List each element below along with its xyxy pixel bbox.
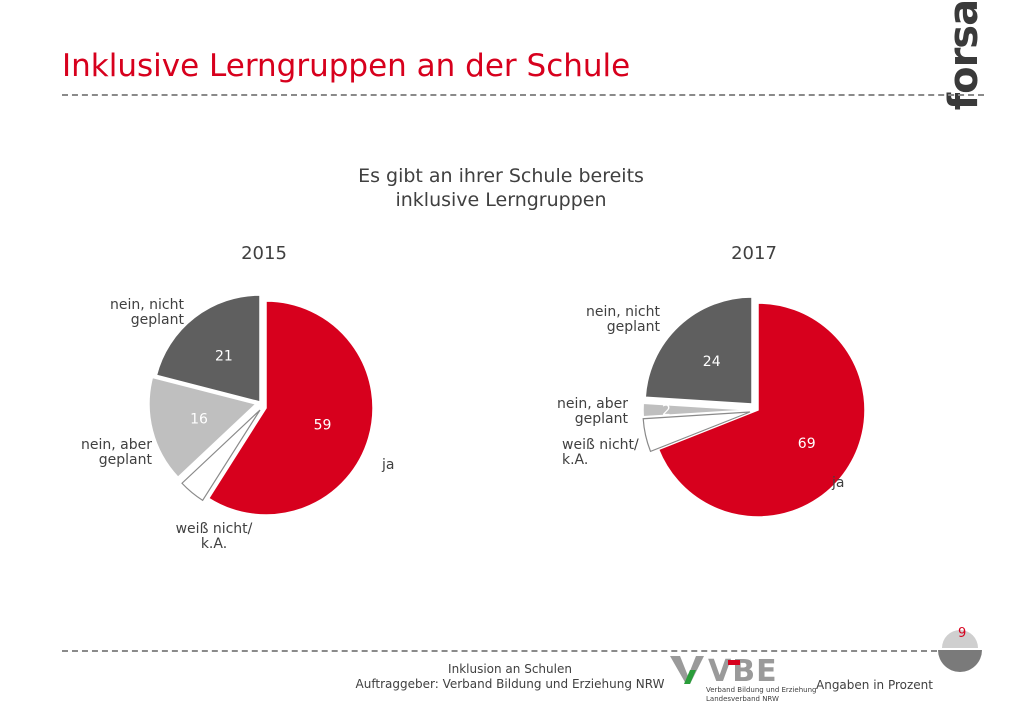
chart-subtitle-line2: inklusive Lerngruppen (395, 189, 607, 211)
pie-slice-2017-aber (642, 402, 751, 418)
label-2017-weiss-nicht: weiß nicht/ k.A. (562, 438, 639, 468)
label-line: nein, nicht (110, 297, 184, 313)
label-line: nein, nicht (586, 304, 660, 320)
vbe-subtitle: Verband Bildung und Erziehung Landesverb… (706, 686, 816, 704)
label-2015-weiss-nicht: weiß nicht/ k.A. (162, 522, 266, 552)
label-2017-ja: ja (832, 475, 845, 491)
chart-subtitle-line1: Es gibt an ihrer Schule bereits (358, 165, 644, 187)
vbe-sub-line: Landesverband NRW (706, 695, 779, 703)
footer-divider (62, 650, 937, 652)
pie-slice-2015-nicht (155, 294, 261, 403)
pie-value-label-2017-aber: 2 (662, 403, 671, 419)
pie-2017: 69 2 24 (642, 296, 866, 518)
label-2015-ja: ja (382, 457, 395, 473)
footer-source: Inklusion an Schulen Auftraggeber: Verba… (340, 662, 680, 692)
pie-value-label-2015-nicht: 21 (215, 349, 233, 365)
year-label-2017: 2017 (731, 243, 777, 264)
pie-slice-2017-weiss (642, 411, 751, 453)
chart-subtitle: Es gibt an ihrer Schule bereits inklusiv… (300, 164, 702, 212)
page-title: Inklusive Lerngruppen an der Schule (62, 48, 631, 84)
pie-value-label-2017-nicht: 24 (703, 354, 721, 370)
pie-value-label-2015-ja: 59 (314, 417, 332, 433)
label-2017-nein-nicht: nein, nicht geplant (566, 305, 660, 335)
page-number: 9 (958, 626, 967, 641)
label-line: geplant (574, 411, 628, 427)
label-2017-nein-aber: nein, aber geplant (534, 397, 628, 427)
year-label-2015: 2015 (241, 243, 287, 264)
label-line: geplant (606, 319, 660, 335)
pie-2015: 59 16 21 (148, 294, 374, 516)
label-line: k.A. (200, 536, 228, 552)
label-line: k.A. (562, 452, 589, 468)
label-2015-nein-aber: nein, aber geplant (58, 438, 152, 468)
pie-value-label-2015-aber: 16 (190, 412, 208, 428)
footer-unit-note: Angaben in Prozent (816, 678, 933, 692)
label-line: nein, aber (81, 437, 152, 453)
pie-slice-2017-ja (657, 302, 866, 518)
vbe-logo: VBE Verband Bildung und Erziehung Landes… (670, 654, 816, 708)
pie-slice-2017-nicht (644, 296, 753, 405)
pie-slice-2015-weiss (181, 409, 261, 502)
label-line: weiß nicht/ (562, 437, 639, 453)
label-line: nein, aber (557, 396, 628, 412)
footer-line2: Auftraggeber: Verband Bildung und Erzieh… (355, 677, 665, 691)
pie-value-label-2017-ja: 69 (798, 436, 816, 452)
footer-line1: Inklusion an Schulen (448, 662, 572, 676)
pie-slice-2015-ja (207, 300, 374, 516)
page-number-icon (938, 630, 982, 672)
vbe-red-accent (728, 660, 740, 665)
vbe-letters: VBE (708, 654, 778, 689)
vbe-sub-line: Verband Bildung und Erziehung (706, 686, 817, 694)
label-line: weiß nicht/ (175, 521, 253, 537)
label-line: geplant (98, 452, 152, 468)
header-divider (62, 94, 984, 96)
label-line: geplant (130, 312, 184, 328)
vbe-v-icon (670, 656, 704, 684)
pie-slice-2015-aber (148, 376, 258, 479)
label-2015-nein-nicht: nein, nicht geplant (90, 298, 184, 328)
